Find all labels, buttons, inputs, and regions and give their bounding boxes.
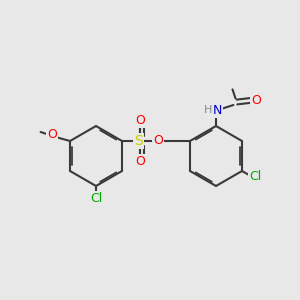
Text: O: O (135, 155, 145, 168)
Text: S: S (134, 134, 143, 148)
Text: O: O (251, 94, 261, 107)
Text: Cl: Cl (249, 170, 262, 183)
Text: Cl: Cl (90, 192, 102, 205)
Text: H: H (203, 105, 212, 115)
Text: O: O (47, 128, 57, 141)
Text: O: O (153, 134, 163, 148)
Text: N: N (213, 103, 222, 117)
Text: O: O (135, 114, 145, 127)
